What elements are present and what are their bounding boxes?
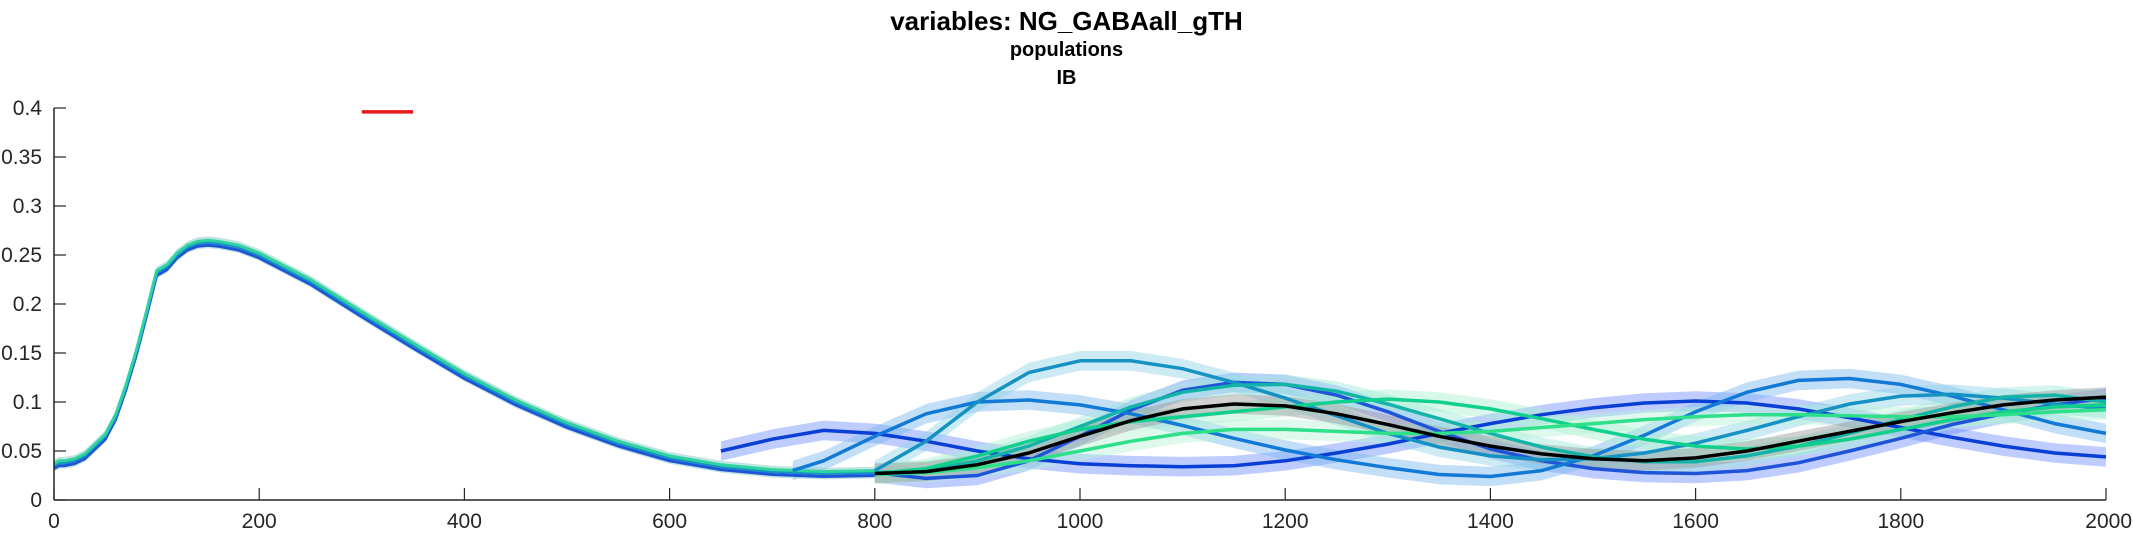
y-tick-label-8: 0.4 [13,97,43,120]
series-band-6 [874,389,2106,484]
x-tick-label-1200: 1200 [1262,510,1309,533]
y-tick-label-0: 0 [30,489,42,512]
series-band-7 [874,400,2106,485]
x-tick-label-1000: 1000 [1057,510,1104,533]
x-tick-label-1600: 1600 [1672,510,1719,533]
series-line-6 [874,397,2107,476]
series-band-2 [874,372,2106,489]
chart-subtitle-ib: IB [1056,67,1077,89]
series-line-8 [874,395,2107,476]
series-line-5 [874,382,2107,475]
y-tick-label-3: 0.15 [1,342,42,365]
series-band-5 [874,374,2106,483]
chart-subtitle-populations: populations [1009,39,1124,61]
x-tick-label-1800: 1800 [1877,510,1924,533]
x-tick-label-200: 200 [242,510,277,533]
series-line-3 [792,376,2107,479]
y-tick-label-4: 0.2 [13,293,42,316]
x-tick-label-800: 800 [857,510,892,533]
series-line-7 [874,408,2107,477]
shared-curve-line-green [53,238,875,474]
x-tick-label-2000: 2000 [2085,510,2132,533]
axes: 0 200 400 600 800 1000 1200 1400 1600 1800 2000 0 0.… [1,97,2132,533]
series-line-4 [873,359,2107,473]
series-lines [53,110,2107,481]
x-tick-label-600: 600 [652,510,687,533]
series-band-8 [874,387,2106,484]
x-tick-label-0: 0 [48,510,60,533]
x-tick-label-400: 400 [447,510,482,533]
chart-title-block: variables: NG_GABAall_gTH populations IB [0,6,2133,92]
y-tick-label-5: 0.25 [1,244,42,267]
y-tick-label-6: 0.3 [13,195,42,218]
shared-curve-line-blue [53,243,875,479]
y-tick-label-1: 0.05 [1,440,42,463]
chart-title: variables: NG_GABAall_gTH [890,6,1243,36]
y-tick-label-2: 0.1 [13,391,42,414]
x-tick-label-1400: 1400 [1467,510,1514,533]
y-tick-label-7: 0.35 [1,146,42,169]
